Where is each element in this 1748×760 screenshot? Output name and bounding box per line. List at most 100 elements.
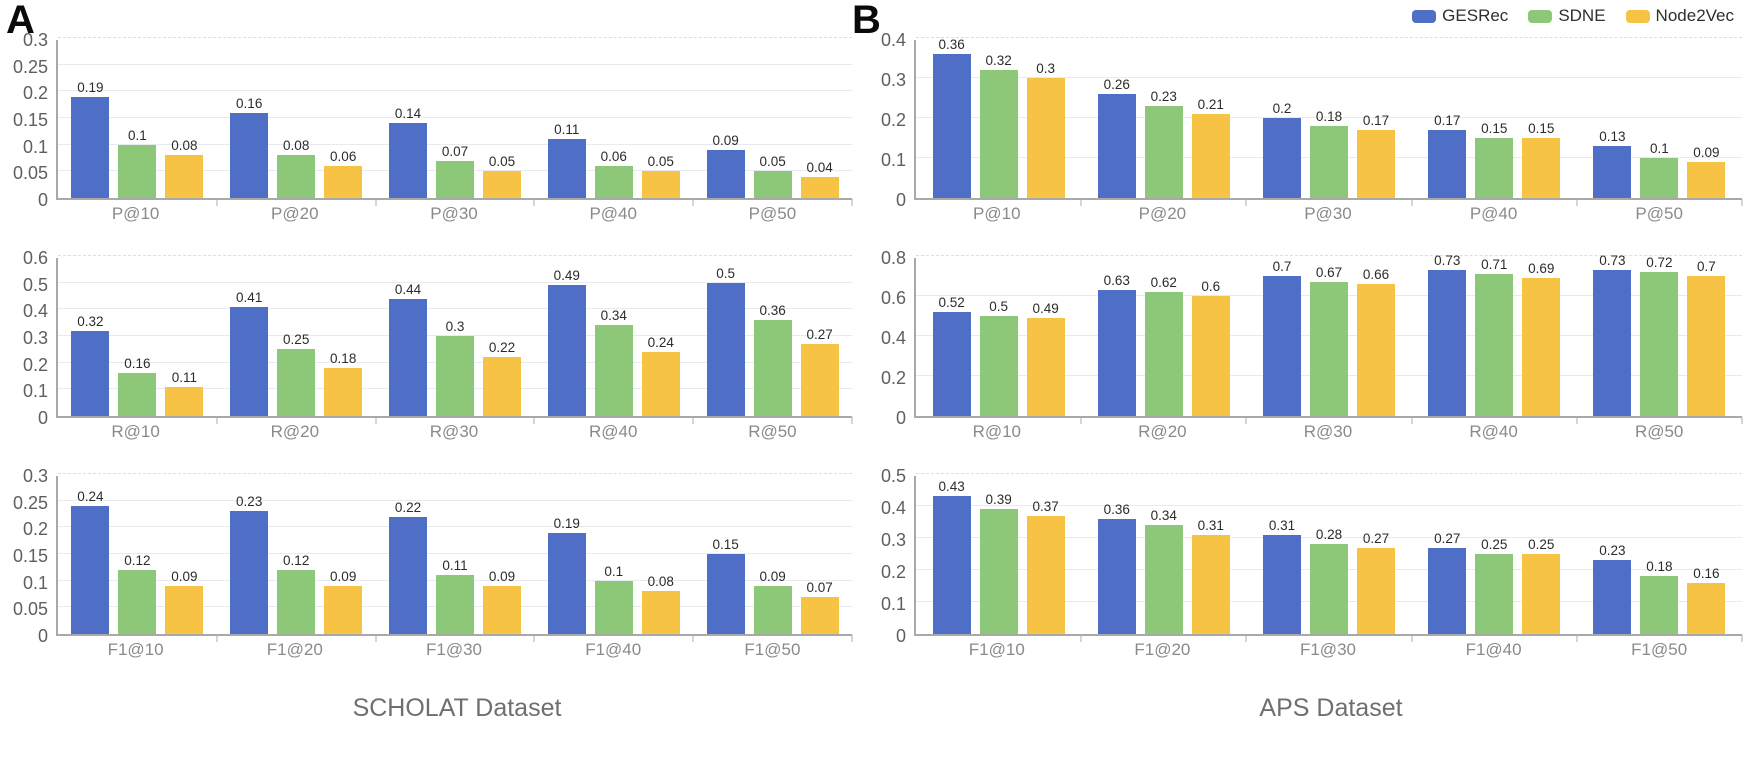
panel-aps: B 0 0.1 0.2 0.3 0.4 0.36 0.32 0.3 0.26 0.23 0.21 0.… <box>852 0 1748 760</box>
chart-scholat-precision: 0 0.05 0.1 0.15 0.2 0.25 0.3 0.19 0.1 0.08 0.16 0.0… <box>0 30 858 224</box>
legend: GESRec SDNE Node2Vec <box>1412 6 1734 26</box>
bar-with-label: 0.37 <box>1026 499 1065 634</box>
axis-tick <box>216 417 218 424</box>
bar-sdne <box>118 144 157 198</box>
bar-with-label: 0.39 <box>979 492 1018 634</box>
bar-group: 0.49 0.34 0.24 <box>534 258 693 416</box>
legend-label: GESRec <box>1442 6 1509 25</box>
bar-value-label: 0.2 <box>1272 101 1292 116</box>
bar-gesrec <box>547 532 586 634</box>
bar-value-label: 0.06 <box>600 149 627 164</box>
bar-gesrec <box>1097 518 1136 634</box>
bar-with-label: 0.05 <box>482 154 521 198</box>
bar-sdne <box>1144 525 1183 634</box>
y-tick-label: 0.3 <box>880 70 906 90</box>
bar-with-label: 0.22 <box>388 500 427 634</box>
bar-with-label: 0.07 <box>435 144 474 198</box>
bar-with-label: 0.31 <box>1263 518 1301 634</box>
gridline <box>58 335 852 336</box>
bar-with-label: 0.12 <box>118 553 157 634</box>
axis-tick <box>375 635 377 642</box>
bar-with-label: 0.23 <box>1593 543 1632 634</box>
bar-with-label: 0.21 <box>1191 97 1230 198</box>
gridline <box>916 473 1742 474</box>
y-tick-label: 0.3 <box>22 466 48 486</box>
gridline <box>916 537 1742 538</box>
x-category-label: R@30 <box>1303 422 1353 441</box>
x-axis-labels: F1@10 F1@20 F1@30 F1@40 F1@50 <box>56 636 852 660</box>
plot-area: 0.19 0.1 0.08 0.16 0.08 0.06 0.14 0.07 0.05 0.11 0… <box>56 37 853 206</box>
bar-gesrec <box>932 54 971 198</box>
bar-with-label: 0.34 <box>594 308 633 416</box>
bar-node2vec <box>641 171 680 198</box>
bar-value-label: 0.67 <box>1315 265 1343 280</box>
bar-value-label: 0.43 <box>938 479 965 495</box>
bar-gesrec <box>1593 146 1632 198</box>
axis-tick <box>1411 199 1413 206</box>
chart-row: 0 0.1 0.2 0.3 0.4 0.5 0.43 0.39 0.37 0.36 0.34 0.31… <box>858 466 1748 646</box>
gridline <box>58 473 852 474</box>
bar-node2vec <box>1357 130 1395 198</box>
bar-group: 0.7 0.67 0.66 <box>1246 258 1411 416</box>
bar-with-label: 0.34 <box>1144 508 1183 634</box>
x-category-label: P@40 <box>589 204 637 223</box>
bar-value-label: 0.09 <box>712 133 739 148</box>
bar-with-label: 0.09 <box>1687 145 1726 198</box>
bar-sdne <box>1640 272 1679 416</box>
bar-node2vec <box>1687 582 1726 634</box>
bar-group: 0.15 0.09 0.07 <box>693 476 852 634</box>
bar-sdne <box>979 316 1018 416</box>
axis-tick <box>1576 635 1578 642</box>
bar-value-label: 0.25 <box>283 332 310 348</box>
bar-group: 0.5 0.36 0.27 <box>693 258 852 416</box>
y-tick-label: 0.4 <box>880 498 906 518</box>
axis-tick <box>692 199 694 206</box>
x-category-label: F1@20 <box>266 640 323 659</box>
axis-tick <box>1411 417 1413 424</box>
axis-tick <box>851 199 853 206</box>
y-tick-label: 0 <box>37 408 48 428</box>
bar-value-label: 0.14 <box>394 106 422 122</box>
y-axis: 0 0.1 0.2 0.3 0.4 0.5 0.6 <box>0 248 56 428</box>
bar-value-label: 0.32 <box>77 313 104 329</box>
bar-node2vec <box>1522 138 1561 198</box>
bar-value-label: 0.1 <box>1650 141 1669 156</box>
bar-node2vec <box>641 591 680 634</box>
bar-with-label: 0.71 <box>1475 257 1514 416</box>
bar-value-label: 0.25 <box>1528 537 1555 552</box>
bar-value-label: 0.72 <box>1646 255 1673 270</box>
bar-with-label: 0.73 <box>1428 253 1467 416</box>
bar-with-label: 0.36 <box>753 303 792 416</box>
bar-with-label: 0.25 <box>1522 537 1561 634</box>
bar-with-label: 0.15 <box>1475 121 1514 198</box>
bar-value-label: 0.5 <box>989 299 1008 314</box>
x-category-label: P@10 <box>111 204 160 223</box>
bar-with-label: 0.1 <box>118 128 157 198</box>
bar-value-label: 0.25 <box>1481 537 1508 552</box>
y-tick-label: 0.15 <box>12 110 48 130</box>
x-category-label: R@40 <box>588 422 638 441</box>
bar-group: 0.36 0.32 0.3 <box>916 37 1081 198</box>
x-category-label: R@10 <box>111 422 160 441</box>
bar-group: 0.14 0.07 0.05 <box>376 40 535 198</box>
bar-value-label: 0.62 <box>1150 275 1177 290</box>
bar-sdne <box>1640 576 1679 634</box>
bar-with-label: 0.3 <box>435 319 474 416</box>
y-tick-label: 0.6 <box>22 248 48 268</box>
bar-group: 0.27 0.25 0.25 <box>1412 476 1577 634</box>
bar-gesrec <box>1593 560 1632 634</box>
legend-swatch <box>1625 9 1650 23</box>
y-tick-label: 0.8 <box>880 248 906 268</box>
bar-gesrec <box>1263 118 1301 198</box>
bar-node2vec <box>165 586 204 634</box>
panel-a-title: SCHOLAT Dataset <box>352 694 562 722</box>
bar-value-label: 0.27 <box>1434 530 1461 546</box>
x-axis-labels: R@10 R@20 R@30 R@40 R@50 <box>56 418 852 442</box>
bar-with-label: 0.3 <box>1026 61 1065 198</box>
bar-groups: 0.43 0.39 0.37 0.36 0.34 0.31 0.31 0.28 0.27 0.27… <box>916 476 1742 634</box>
bar-gesrec <box>1428 270 1467 416</box>
bar-with-label: 0.52 <box>932 295 971 416</box>
axis-tick <box>1576 199 1578 206</box>
bar-value-label: 0.12 <box>283 553 310 568</box>
bar-with-label: 0.08 <box>277 138 316 198</box>
